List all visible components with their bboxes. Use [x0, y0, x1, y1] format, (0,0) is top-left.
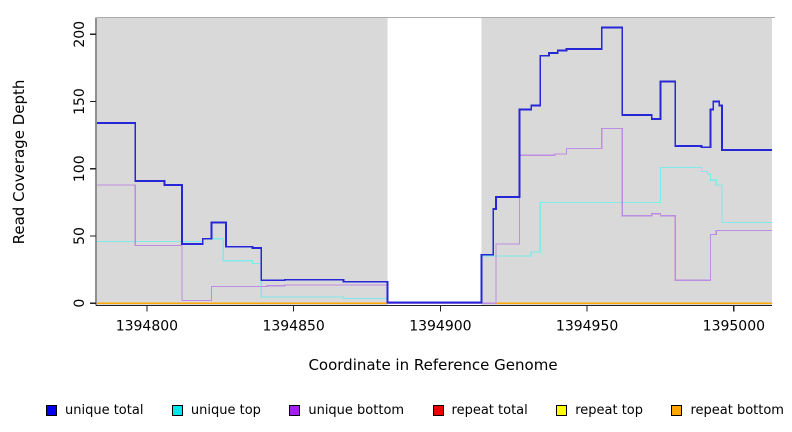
y-tick-label: 50 — [72, 227, 88, 245]
x-tick-label: 1395000 — [703, 319, 765, 335]
legend-item-unique-total: unique total — [46, 403, 143, 418]
y-tick-label: 200 — [72, 21, 88, 48]
coverage-gap-band — [387, 17, 482, 306]
x-tick-label: 1394950 — [556, 319, 618, 335]
legend-swatch-unique-top — [171, 404, 183, 416]
legend-swatch-repeat-top — [556, 404, 568, 416]
x-tick-label: 1394800 — [116, 319, 178, 335]
legend-swatch-unique-bottom — [289, 404, 301, 416]
legend-label-unique-top: unique top — [190, 402, 261, 418]
legend-swatch-repeat-total — [432, 404, 444, 416]
legend-swatch-repeat-bottom — [671, 404, 683, 416]
legend-label-unique-total: unique total — [65, 402, 144, 418]
y-tick-label: 150 — [72, 88, 88, 115]
legend-label-unique-bottom: unique bottom — [308, 402, 405, 418]
series-unique-total-line — [97, 26, 772, 304]
chart-legend: unique total unique top unique bottom repea… — [46, 399, 784, 421]
legend-swatch-unique-total — [46, 404, 57, 416]
legend-item-unique-top: unique top — [171, 402, 261, 418]
legend-item-repeat-total: repeat total — [432, 402, 528, 418]
legend-label-repeat-top: repeat top — [575, 402, 643, 418]
legend-item-repeat-bottom: repeat bottom — [671, 403, 784, 418]
y-tick-label: 100 — [72, 155, 88, 182]
legend-item-repeat-top: repeat top — [556, 403, 643, 418]
x-axis-title: Coordinate in Reference Genome — [308, 356, 558, 374]
legend-label-repeat-bottom: repeat bottom — [690, 402, 784, 418]
x-tick-label: 1394850 — [262, 319, 324, 335]
chart-canvas: 0 50 100 150 200 1394800 1394850 1394900 1394950… — [72, 17, 775, 335]
y-tick-label: 0 — [72, 299, 88, 308]
legend-label-repeat-total: repeat total — [451, 402, 528, 418]
series-unique-top-line — [97, 166, 772, 304]
series-unique-bottom-line — [97, 127, 772, 304]
y-axis-title: Read Coverage Depth — [10, 79, 28, 245]
x-tick-label: 1394900 — [409, 319, 471, 335]
legend-item-unique-bottom: unique bottom — [289, 403, 404, 418]
